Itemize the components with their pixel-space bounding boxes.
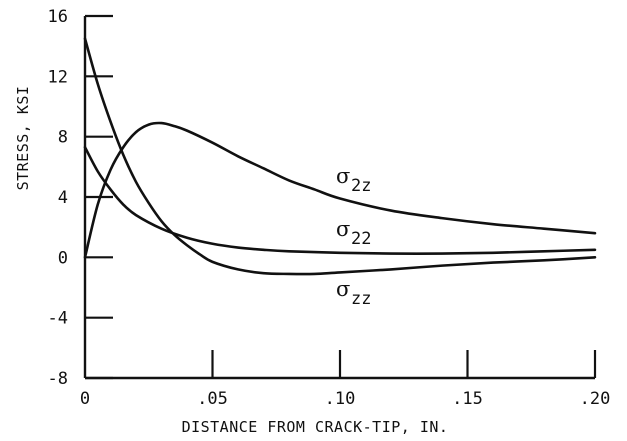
y-tick-label-0: -8: [48, 369, 68, 389]
x-axis-title: DISTANCE FROM CRACK-TIP, IN.: [182, 418, 449, 436]
x-tick-label-2: .10: [325, 389, 356, 409]
series-label-symbol: σ: [336, 164, 350, 188]
x-tick-label-1: .05: [197, 389, 228, 409]
x-tick-label-4: .20: [580, 389, 611, 409]
series-label-subscript: 2z: [351, 176, 371, 196]
curve-labels: σ 2zσ 22σ zz: [336, 164, 371, 309]
y-axis-title: STRESS, KSI: [14, 86, 32, 191]
series-label-symbol: σ: [336, 277, 350, 301]
y-tick-label-2: 0: [58, 248, 68, 268]
y-tick-label-5: 12: [48, 67, 68, 87]
x-tick-label-0: 0: [80, 389, 90, 409]
y-tick-label-6: 16: [48, 7, 68, 27]
series-line-sigma-2z: [83, 121, 597, 259]
y-tick-label-1: -4: [48, 309, 68, 329]
ticks: [85, 14, 597, 380]
series-label-sigma-zz: σ zz: [336, 277, 371, 309]
series-label-sigma-22: σ 22: [336, 217, 371, 249]
series-label-sigma-2z: σ 2z: [336, 164, 371, 196]
series-label-subscript: 22: [351, 229, 371, 249]
axes: [83, 16, 595, 380]
series-line-sigma-22: [83, 145, 597, 255]
series-label-symbol: σ: [336, 217, 350, 241]
x-tick-label-3: .15: [452, 389, 483, 409]
y-tick-label-4: 8: [58, 128, 68, 148]
x-tick-labels: 0 .05 .10 .15 .20: [80, 389, 610, 409]
y-tick-labels: -8 -4 0 4 8 12 16: [48, 7, 68, 389]
series-line-sigma-zz: [83, 37, 597, 276]
curves: [83, 37, 597, 276]
y-tick-label-3: 4: [58, 188, 68, 208]
series-label-subscript: zz: [351, 289, 371, 309]
